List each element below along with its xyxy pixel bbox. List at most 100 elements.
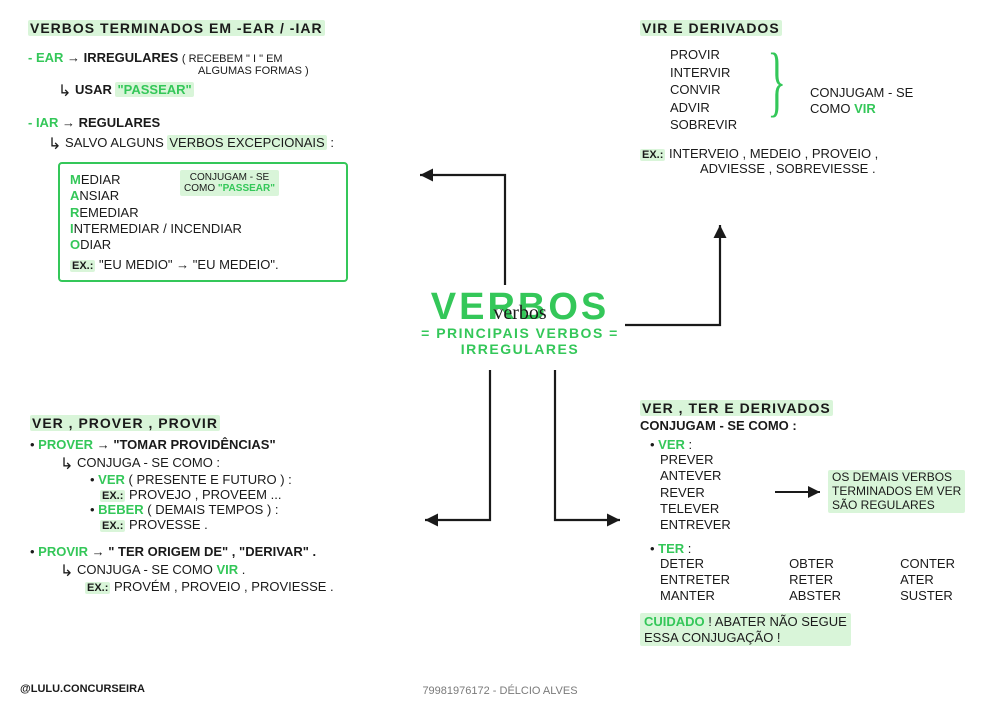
mario-m2: EDIAR xyxy=(81,172,121,187)
ver-note2: TERMINADOS EM VER xyxy=(832,485,961,499)
provir-q2c: . xyxy=(242,562,246,577)
iar-l4c: : xyxy=(330,135,334,150)
ver-note1: OS DEMAIS VERBOS xyxy=(832,471,961,485)
prover-p1a: PROVER xyxy=(38,437,93,452)
iar-l4: SALVO ALGUNS xyxy=(65,135,167,150)
provir-q1b: → " TER ORIGEM DE" , "DERIVAR" . xyxy=(92,544,317,559)
prover-p2: CONJUGA - SE COMO : xyxy=(77,455,220,470)
verter-vercolon: : xyxy=(685,437,692,452)
section-prover: VER , PROVER , PROVIR • PROVER → "TOMAR … xyxy=(30,415,430,594)
mario-a2: NSIAR xyxy=(79,188,119,203)
vir-note3: VIR xyxy=(854,101,876,116)
mario-i2: NTERMEDIAR / INCENDIAR xyxy=(74,221,242,236)
prover-p4a: BEBER xyxy=(98,502,144,517)
iar-l4b: VERBOS EXCEPCIONAIS xyxy=(167,135,326,150)
iar-l3a: - IAR xyxy=(28,115,58,130)
mario-note1: CONJUGAM - SE xyxy=(184,172,275,183)
vir-ex2: ADVIESSE , SOBREVIESSE . xyxy=(700,161,980,176)
center-title: VERBOS verbos = PRINCIPAIS VERBOS = IRRE… xyxy=(420,290,620,357)
ter-list-item: ATER xyxy=(900,572,990,587)
brace-icon: } xyxy=(767,54,786,109)
curved-arrow-icon: ↳ xyxy=(58,81,71,101)
ter-grid: DETER OBTER CONTER ENTRETER RETER ATER M… xyxy=(660,556,990,603)
verter-terlabel: TER xyxy=(658,541,684,556)
vir-list-item: SOBREVIR xyxy=(670,116,980,134)
ter-list-item: OBTER xyxy=(789,556,876,571)
ear-l1a: - EAR xyxy=(28,50,63,65)
ear-l1d: ALGUMAS FORMAS ) xyxy=(198,65,428,77)
mario-ex2: "EU MEDEIO". xyxy=(193,257,279,272)
curved-arrow-icon: ↳ xyxy=(60,454,73,474)
provir-q3label: EX.: xyxy=(85,582,110,594)
section-ear-iar: VERBOS TERMINADOS EM -EAR / -IAR - EAR →… xyxy=(28,20,428,282)
verter-tercolon: : xyxy=(684,541,691,556)
footer-id: 79981976172 - DÉLCIO ALVES xyxy=(422,685,577,697)
vir-note2: COMO xyxy=(810,101,854,116)
verter-verlabel: VER xyxy=(658,437,685,452)
curved-arrow-icon: ↳ xyxy=(48,134,61,154)
section-vir: VIR E DERIVADOS PROVIR INTERVIR CONVIR A… xyxy=(640,20,980,176)
warn-b: ! ABATER NÃO SEGUE xyxy=(708,614,846,629)
verter-title: VER , TER E DERIVADOS xyxy=(640,400,833,416)
mario-r: R xyxy=(70,205,79,220)
ter-list-item: RETER xyxy=(789,572,876,587)
ter-list-item: ABSTER xyxy=(789,588,876,603)
iar-l3b: → REGULARES xyxy=(62,115,160,130)
mario-m: M xyxy=(70,172,81,187)
vir-title: VIR E DERIVADOS xyxy=(640,20,782,36)
vir-note1: CONJUGAM - SE xyxy=(810,85,913,101)
vir-list-item: INTERVIR xyxy=(670,64,980,82)
ver-list-item: PREVER xyxy=(660,452,990,468)
ver-note3: SÃO REGULARES xyxy=(832,499,961,513)
mario-box: MEDIAR ANSIAR REMEDIAR INTERMEDIAR / INC… xyxy=(58,162,348,282)
prover-p4exlabel: EX.: xyxy=(100,520,125,532)
warn-c: ESSA CONJUGAÇÃO ! xyxy=(644,630,781,645)
provir-q1a: PROVIR xyxy=(38,544,88,559)
mario-ex-label: EX.: xyxy=(70,260,95,272)
ter-list-item: DETER xyxy=(660,556,765,571)
prover-p3a: VER xyxy=(98,472,125,487)
mario-note2: COMO xyxy=(184,183,218,194)
mario-ex-arrow: → xyxy=(176,257,189,272)
section-verter: VER , TER E DERIVADOS CONJUGAM - SE COMO… xyxy=(640,400,990,646)
prover-p3ex: PROVEJO , PROVEEM ... xyxy=(125,487,281,502)
ter-list-item: CONTER xyxy=(900,556,990,571)
vir-ex-label: EX.: xyxy=(640,149,665,161)
prover-title: VER , PROVER , PROVIR xyxy=(30,415,220,431)
provir-q3: PROVÉM , PROVEIO , PROVIESSE . xyxy=(110,579,333,594)
footer-handle: @LULU.CONCURSEIRA xyxy=(20,683,145,695)
prover-p3exlabel: EX.: xyxy=(100,490,125,502)
mario-ex1: "EU MEDIO" xyxy=(99,257,176,272)
prover-p3b: ( PRESENTE E FUTURO ) : xyxy=(125,472,292,487)
title-script: verbos xyxy=(420,302,620,325)
subtitle-1: = PRINCIPAIS VERBOS = xyxy=(420,326,620,341)
ver-note: OS DEMAIS VERBOS TERMINADOS EM VER SÃO R… xyxy=(828,470,965,513)
ear-l2b: "PASSEAR" xyxy=(115,82,193,97)
provir-q2a: CONJUGA - SE COMO xyxy=(77,562,216,577)
ear-l1b: → IRREGULARES xyxy=(67,50,178,65)
ter-list-item: MANTER xyxy=(660,588,765,603)
vir-ex: INTERVEIO , MEDEIO , PROVEIO , xyxy=(669,146,878,161)
subtitle-2: IRREGULARES xyxy=(420,342,620,357)
provir-q2b: VIR xyxy=(216,562,238,577)
prover-p1b: → "TOMAR PROVIDÊNCIAS" xyxy=(97,437,276,452)
mario-note3: "PASSEAR" xyxy=(218,183,275,194)
curved-arrow-icon: ↳ xyxy=(60,561,73,581)
ver-list-item: ENTREVER xyxy=(660,517,990,533)
prover-p4b: ( DEMAIS TEMPOS ) : xyxy=(144,502,279,517)
warn-a: CUIDADO xyxy=(644,614,705,629)
ter-list-item: ENTRETER xyxy=(660,572,765,587)
mario-o: O xyxy=(70,237,80,252)
mario-note: CONJUGAM - SE COMO "PASSEAR" xyxy=(180,170,279,196)
vir-note: CONJUGAM - SE COMO VIR xyxy=(810,85,913,116)
mario-a: A xyxy=(70,188,79,203)
verter-warning: CUIDADO ! ABATER NÃO SEGUE ESSA CONJUGAÇ… xyxy=(640,613,851,646)
vir-list-item: PROVIR xyxy=(670,46,980,64)
ear-title: VERBOS TERMINADOS EM -EAR / -IAR xyxy=(28,20,325,36)
verter-sub: CONJUGAM - SE COMO : xyxy=(640,418,990,433)
ear-l2a: USAR xyxy=(75,82,115,97)
ear-l1c: ( RECEBEM " I " EM xyxy=(182,53,283,65)
prover-p4ex: PROVESSE . xyxy=(125,517,207,532)
ter-list-item: SUSTER xyxy=(900,588,990,603)
mario-r2: EMEDIAR xyxy=(79,205,138,220)
